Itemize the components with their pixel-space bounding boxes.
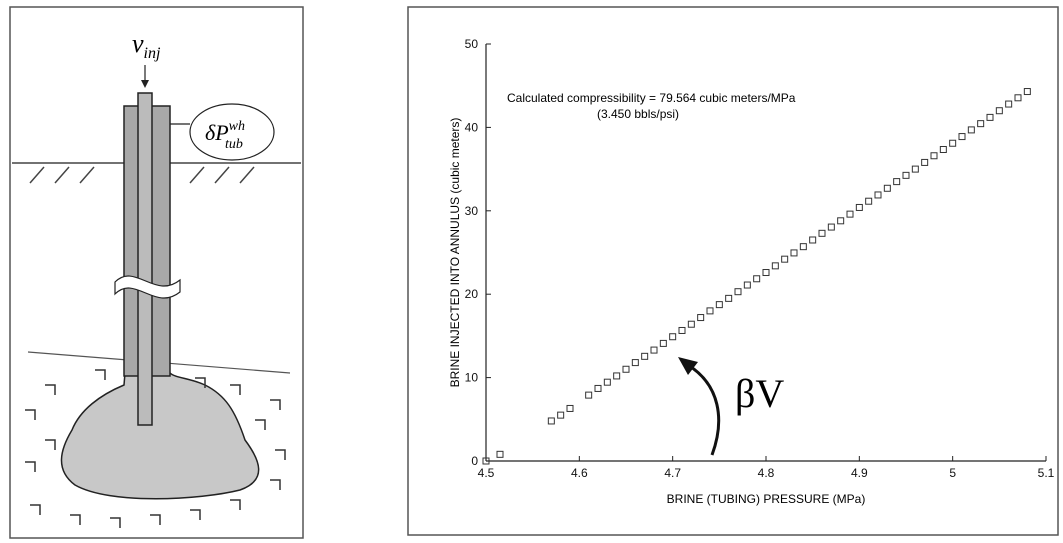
point <box>585 391 593 399</box>
point <box>771 262 779 270</box>
point <box>557 411 565 419</box>
point <box>1014 94 1022 102</box>
chart-frame <box>407 6 1059 536</box>
inj-arrowhead <box>141 80 149 88</box>
p-sub: tub <box>225 137 243 152</box>
annotation-arrowhead <box>678 357 698 375</box>
pressure-label: δPwh tub <box>205 119 245 152</box>
y-tick-label: 0 <box>471 454 478 468</box>
point <box>631 359 639 367</box>
annotation: (3.450 bbls/psi) <box>597 107 679 121</box>
point <box>678 326 686 334</box>
point <box>613 372 621 380</box>
point <box>799 243 807 251</box>
point <box>715 301 723 309</box>
point <box>883 184 891 192</box>
point <box>995 107 1003 115</box>
x-tick-label: 4.7 <box>664 466 681 480</box>
y-axis-label: BRINE INJECTED INTO ANNULUS (cubic meter… <box>448 118 462 388</box>
well-diagram: vinj δPwh tub <box>9 6 304 539</box>
rock-marks <box>25 369 286 528</box>
point <box>659 339 667 347</box>
point <box>958 133 966 141</box>
annotation: Calculated compressibility = 79.564 cubi… <box>507 91 796 105</box>
point <box>837 217 845 225</box>
point <box>641 352 649 360</box>
point <box>986 113 994 121</box>
break-mark <box>114 275 181 299</box>
x-axis-label: BRINE (TUBING) PRESSURE (MPa) <box>667 492 866 506</box>
point <box>781 255 789 263</box>
scatter-chart: 0 10 20 30 40 50 4.5 4.6 4.7 4.8 4.9 5 5.1 BRINE (TUB… <box>448 37 1055 506</box>
y-tick-label: 50 <box>465 37 479 51</box>
x-tick-label: 4.5 <box>478 466 495 480</box>
v-sub: inj <box>144 45 161 62</box>
point <box>743 281 751 289</box>
point <box>949 139 957 147</box>
point <box>496 450 504 458</box>
x-tick-label: 5.1 <box>1038 466 1055 480</box>
y-tick-label: 30 <box>465 204 479 218</box>
y-tick-label: 10 <box>465 371 479 385</box>
y-tick-label: 40 <box>465 120 479 134</box>
v-text: v <box>132 29 144 58</box>
point <box>706 307 714 315</box>
point <box>921 158 929 166</box>
p-sup: wh <box>229 119 245 134</box>
point <box>846 210 854 218</box>
point <box>818 229 826 237</box>
point <box>827 223 835 231</box>
point <box>855 203 863 211</box>
point <box>482 457 490 465</box>
point <box>650 346 658 354</box>
tubing <box>137 92 153 426</box>
point <box>967 126 975 134</box>
point <box>977 120 985 128</box>
point <box>566 404 574 412</box>
point <box>930 152 938 160</box>
point <box>865 197 873 205</box>
point <box>902 171 910 179</box>
x-tick-label: 4.8 <box>758 466 775 480</box>
point <box>547 417 555 425</box>
point <box>725 294 733 302</box>
annotation: βV <box>735 371 784 416</box>
point <box>603 378 611 386</box>
point <box>734 288 742 296</box>
point <box>762 269 770 277</box>
point <box>594 384 602 392</box>
pressure-ellipse <box>189 103 275 161</box>
inj-label: vinj <box>132 29 161 62</box>
point <box>911 165 919 173</box>
point <box>939 146 947 154</box>
x-tick-label: 4.9 <box>851 466 868 480</box>
point <box>893 178 901 186</box>
p-text: δP <box>205 120 229 145</box>
point <box>697 314 705 322</box>
annotation-arrow <box>687 363 721 456</box>
point <box>669 333 677 341</box>
point <box>687 320 695 328</box>
y-tick-label: 20 <box>465 287 479 301</box>
point <box>1023 88 1031 96</box>
point <box>809 236 817 244</box>
point <box>622 365 630 373</box>
point <box>874 191 882 199</box>
x-tick-label: 5 <box>949 466 956 480</box>
point <box>753 275 761 283</box>
point <box>1005 100 1013 108</box>
x-tick-label: 4.6 <box>571 466 588 480</box>
ground-hatch <box>29 166 255 184</box>
point <box>790 249 798 257</box>
